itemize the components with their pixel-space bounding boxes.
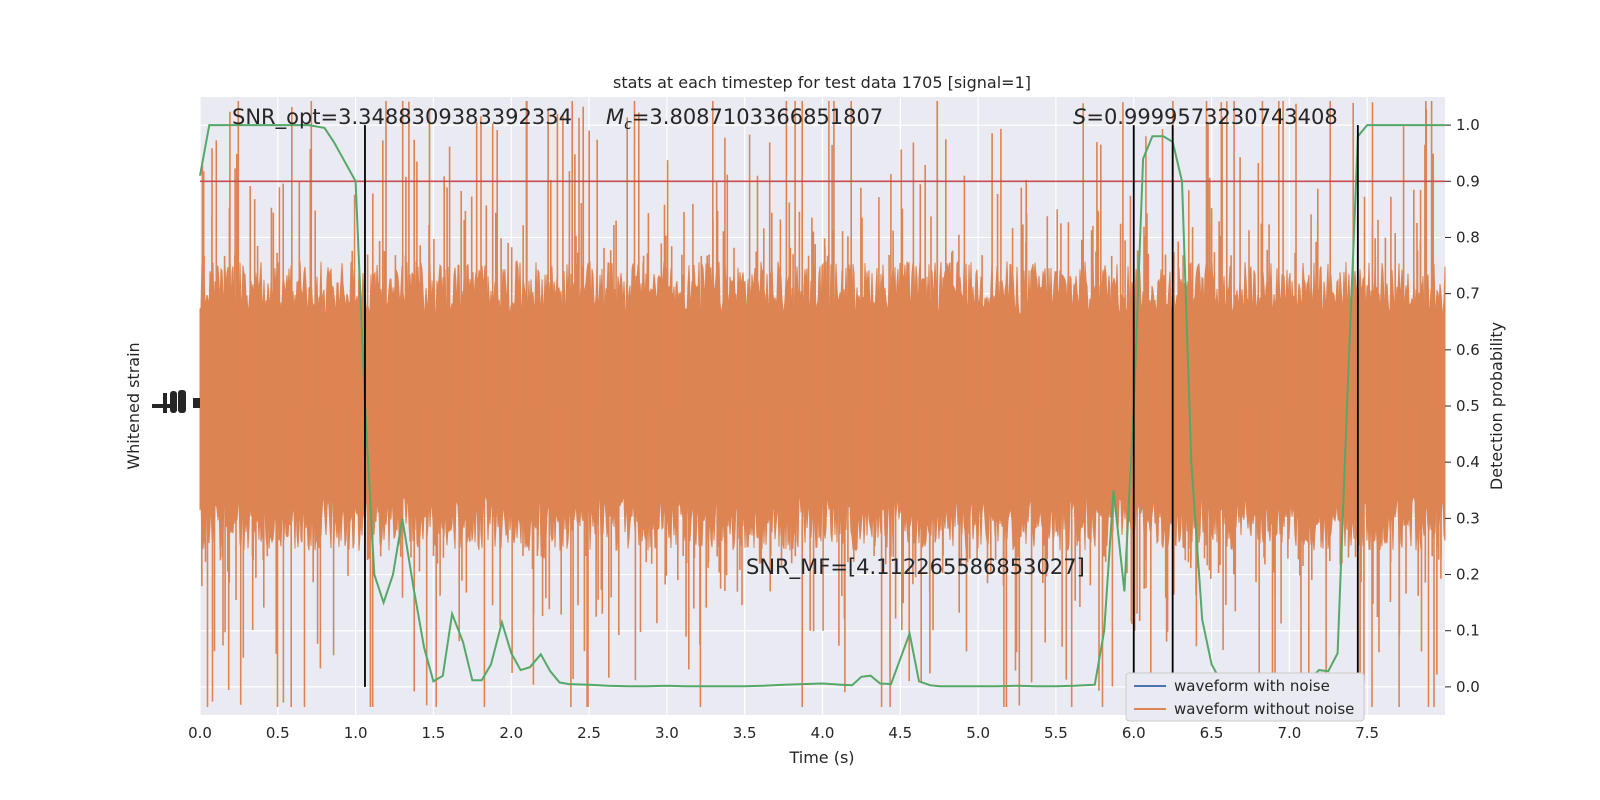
x-tick-label: 7.0 xyxy=(1277,724,1301,742)
x-tick-label: 3.0 xyxy=(655,724,679,742)
legend-box xyxy=(1125,672,1365,722)
y-tick-label: 0.8 xyxy=(1456,228,1480,246)
x-tick-label: 5.0 xyxy=(966,724,990,742)
x-tick-label: 1.5 xyxy=(422,724,446,742)
y-tick-label: 0.4 xyxy=(1456,453,1480,471)
left-axis-collapsed-ticks xyxy=(152,390,200,413)
snr-mf-annotation: SNR_MF=[4.112265586853027] xyxy=(746,555,1085,580)
y-tick-label: 0.5 xyxy=(1456,397,1480,415)
y-tick-label: 1.0 xyxy=(1456,116,1480,134)
x-tick-label: 6.5 xyxy=(1200,724,1224,742)
legend-label-without-noise: waveform without noise xyxy=(1174,700,1354,718)
x-tick-label: 6.0 xyxy=(1122,724,1146,742)
x-tick-label: 0.5 xyxy=(266,724,290,742)
x-tick-label: 2.5 xyxy=(577,724,601,742)
x-tick-label: 2.0 xyxy=(499,724,523,742)
y-tick-label: 0.1 xyxy=(1456,622,1480,640)
y-tick-label: 0.2 xyxy=(1456,566,1480,584)
y-axis-label-left: Whitened strain xyxy=(124,342,143,469)
legend: waveform with noise waveform without noi… xyxy=(1125,672,1365,722)
x-axis-label: Time (s) xyxy=(788,748,854,767)
score-annotation: S=0.9999573230743408 xyxy=(1073,105,1338,129)
x-tick-label: 5.5 xyxy=(1044,724,1068,742)
vertical-markers xyxy=(364,125,1359,687)
legend-label-with-noise: waveform with noise xyxy=(1174,677,1330,695)
x-tick-label: 4.5 xyxy=(888,724,912,742)
x-tick-label: 3.5 xyxy=(733,724,757,742)
y-tick-label: 0.7 xyxy=(1456,285,1480,303)
y-tick-label: 0.3 xyxy=(1456,509,1480,527)
y-tick-label: 0.9 xyxy=(1456,172,1480,190)
y-tick-label: 0.6 xyxy=(1456,341,1480,359)
x-tick-label: 7.5 xyxy=(1355,724,1379,742)
x-tick-label: 4.0 xyxy=(811,724,835,742)
y-tick-label: 0.0 xyxy=(1456,678,1480,696)
noise-spikes xyxy=(201,101,1442,707)
snr-opt-annotation: SNR_opt=3.3488309383392334 xyxy=(232,105,572,130)
x-axis-ticks: 0.0 0.5 1.0 1.5 2.0 2.5 3.0 3.5 4.0 4.5 5.0 5.5 6.0 6… xyxy=(188,724,1379,742)
x-tick-label: 1.0 xyxy=(344,724,368,742)
chart-title: stats at each timestep for test data 170… xyxy=(613,73,1031,92)
y-axis-label-right: Detection probability xyxy=(1487,322,1506,490)
chirp-mass-annotation: Mc=3.8087103366851807 xyxy=(606,105,883,133)
y-axis-ticks-right: 0.0 0.1 0.2 0.3 0.4 0.5 0.6 0.7 0.8 0.9 1.0 xyxy=(1445,116,1480,696)
x-tick-label: 0.0 xyxy=(188,724,212,742)
